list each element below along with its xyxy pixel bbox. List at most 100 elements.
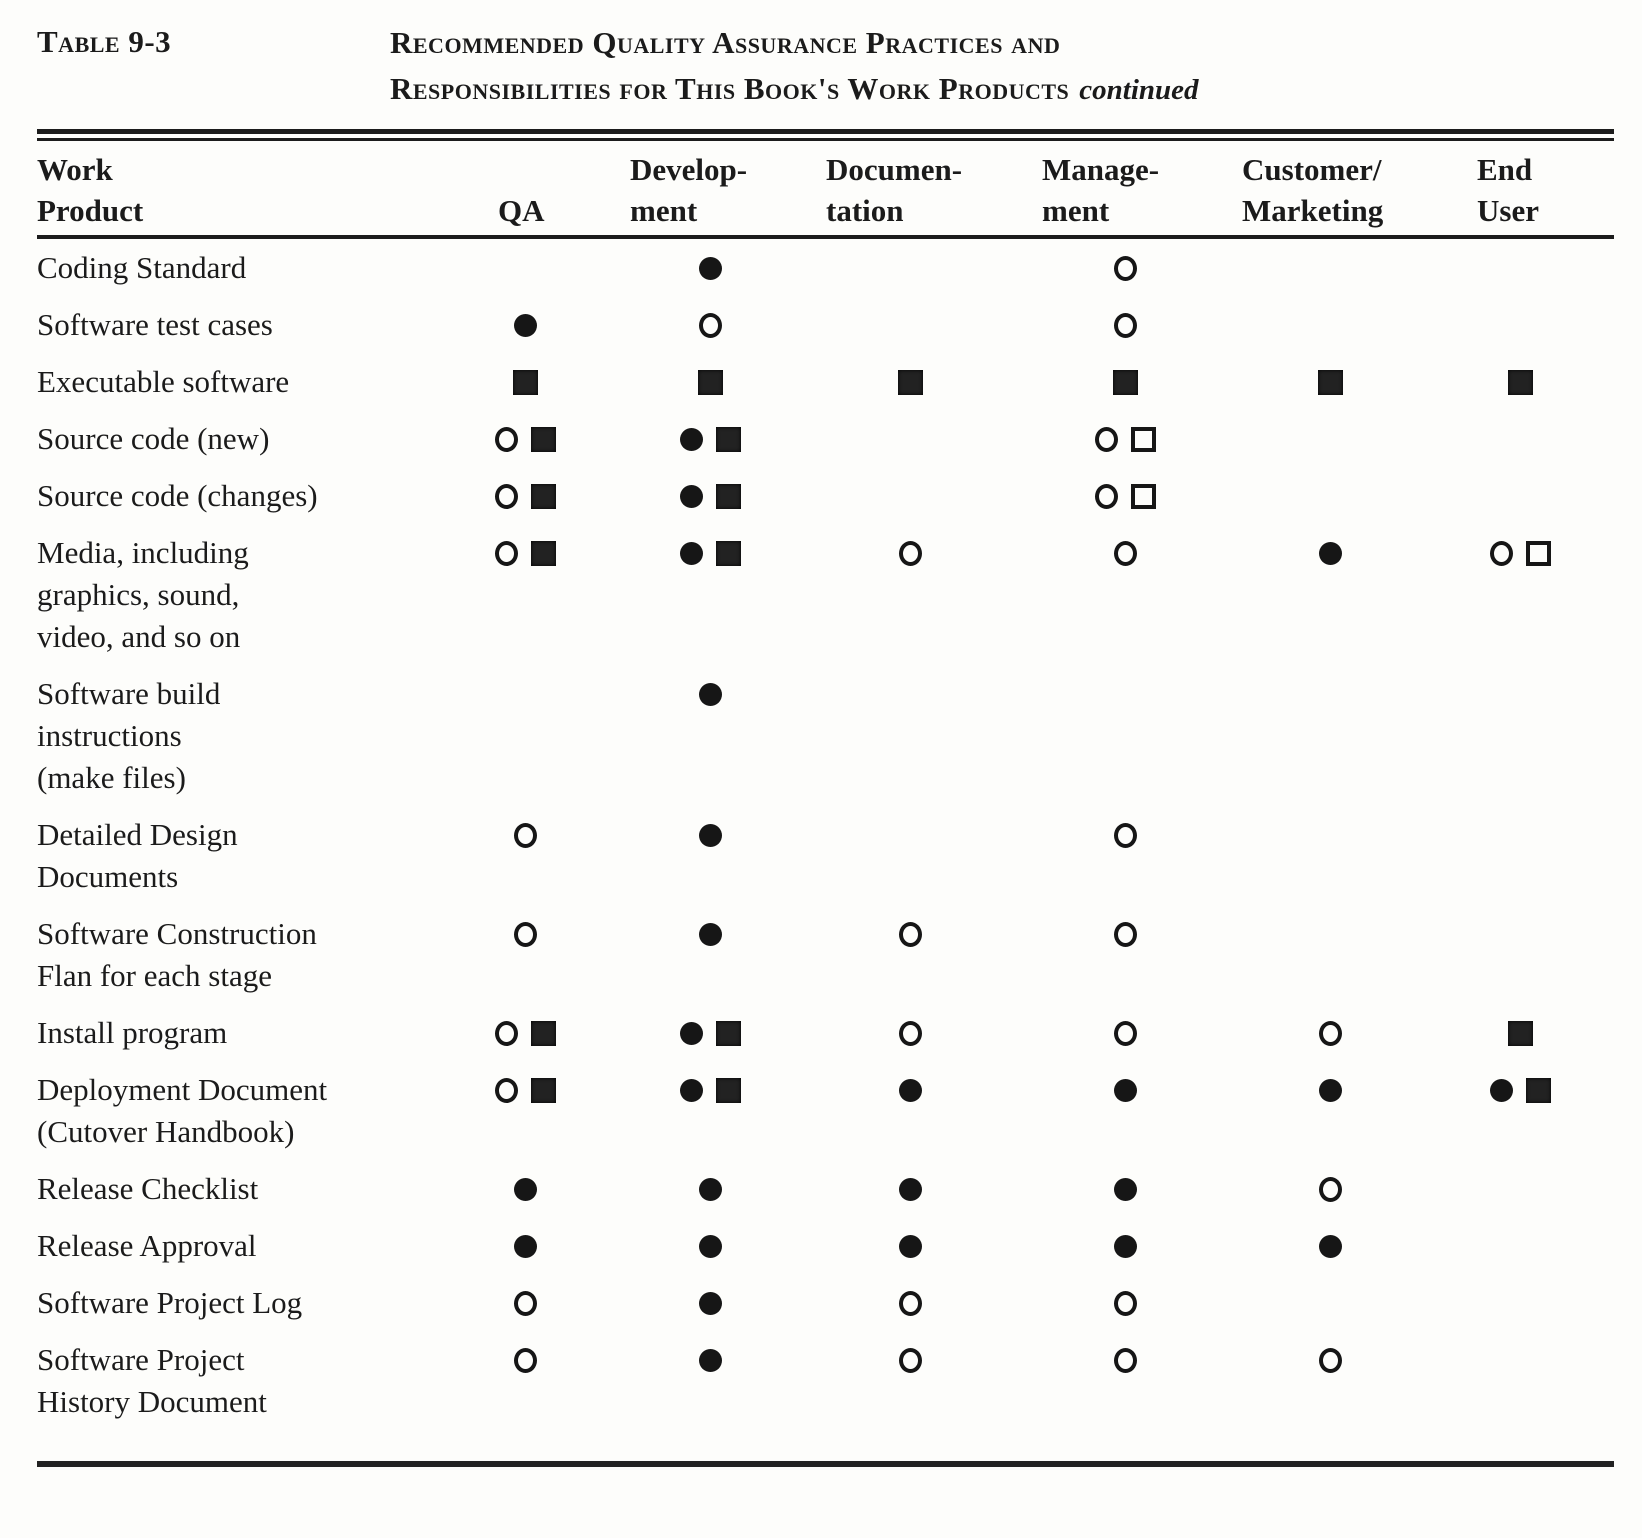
responsibility-cell [810, 418, 1010, 460]
filled-circle-symbol [679, 1078, 703, 1102]
open-circle-symbol [513, 822, 537, 848]
open-circle-symbol [494, 483, 518, 509]
column-header-documentation: Documen- tation [826, 152, 963, 228]
continued-note: continued [1079, 74, 1199, 106]
responsibility-cell [810, 361, 1010, 403]
filled-circle-symbol [1318, 1078, 1342, 1102]
open-square-symbol [1130, 483, 1156, 509]
scanned-page: Table 9-3 Recommended Quality Assurance … [0, 20, 1642, 1467]
column-header-work-product: Work Product [37, 152, 144, 228]
responsibility-cell [1240, 532, 1420, 574]
responsibility-cell [610, 247, 810, 289]
responsibility-cell [440, 1069, 610, 1111]
responsibility-cell [440, 913, 610, 955]
responsibility-cell [1240, 673, 1420, 715]
filled-square-symbol [697, 369, 723, 395]
filled-circle-symbol [898, 1177, 922, 1201]
responsibility-cell [1240, 1012, 1420, 1054]
filled-square-symbol [1507, 1020, 1533, 1046]
filled-square-symbol [715, 483, 741, 509]
responsibility-cell [810, 814, 1010, 856]
open-circle-symbol [1113, 1347, 1137, 1373]
work-product-name: Release Checklist [37, 1171, 259, 1206]
responsibility-cell [1240, 1168, 1420, 1210]
responsibility-cell [1240, 1339, 1420, 1381]
responsibility-cell [1010, 1225, 1240, 1267]
responsibility-cell [1420, 361, 1620, 403]
bottom-rule [37, 1461, 1614, 1467]
work-product-name: Source code (changes) [37, 478, 318, 513]
table-title-line1: Recommended Quality Assurance Practices … [390, 25, 1061, 60]
responsibility-cell [1240, 304, 1420, 346]
responsibility-cell [610, 475, 810, 517]
responsibility-cell [810, 247, 1010, 289]
responsibility-cell [610, 814, 810, 856]
filled-circle-symbol [1318, 1234, 1342, 1258]
responsibility-cell [1010, 475, 1240, 517]
responsibility-cell [1010, 1282, 1240, 1324]
responsibility-cell [610, 532, 810, 574]
table-row: Release Checklist [0, 1168, 1642, 1210]
responsibility-cell [1010, 532, 1240, 574]
open-circle-symbol [1113, 1020, 1137, 1046]
responsibility-cell [610, 913, 810, 955]
table-row: Install program [0, 1012, 1642, 1054]
filled-circle-symbol [1318, 541, 1342, 565]
table-title-block: Table 9-3 Recommended Quality Assurance … [0, 20, 1642, 113]
responsibility-cell [1420, 1069, 1620, 1111]
filled-square-symbol [715, 1020, 741, 1046]
filled-circle-symbol [898, 1078, 922, 1102]
column-header-development: Develop- ment [630, 152, 748, 228]
table-title-line2-text: Responsibilities for This Book's Work Pr… [390, 71, 1070, 106]
filled-circle-symbol [1113, 1234, 1137, 1258]
column-header-end-user: End User [1477, 152, 1539, 228]
open-square-symbol [1130, 426, 1156, 452]
work-product-name: Media, including graphics, sound, video,… [37, 535, 249, 654]
table-body: Coding Standard Software test cases Exec… [0, 239, 1642, 1423]
top-rule-thin [37, 138, 1614, 141]
column-header-customer-marketing: Customer/ Marketing [1242, 152, 1384, 228]
filled-square-symbol [530, 1020, 556, 1046]
open-circle-symbol [1113, 312, 1137, 338]
work-product-name: Deployment Document (Cutover Handbook) [37, 1072, 328, 1149]
responsibility-cell [1420, 532, 1620, 574]
open-circle-symbol [1113, 1290, 1137, 1316]
work-product-name: Executable software [37, 364, 290, 399]
filled-circle-symbol [679, 1021, 703, 1045]
filled-circle-symbol [698, 682, 722, 706]
filled-circle-symbol [513, 1234, 537, 1258]
filled-circle-symbol [1113, 1078, 1137, 1102]
filled-circle-symbol [698, 823, 722, 847]
work-product-name: Software build instructions (make files) [37, 676, 221, 795]
open-circle-symbol [494, 426, 518, 452]
filled-square-symbol [1317, 369, 1343, 395]
filled-square-symbol [715, 540, 741, 566]
responsibility-cell [1010, 1339, 1240, 1381]
work-product-name: Release Approval [37, 1228, 257, 1263]
open-circle-symbol [513, 921, 537, 947]
responsibility-cell [440, 1339, 610, 1381]
open-circle-symbol [1318, 1347, 1342, 1373]
table-row: Software Project Log [0, 1282, 1642, 1324]
filled-square-symbol [1525, 1077, 1551, 1103]
responsibility-cell [610, 673, 810, 715]
open-circle-symbol [898, 540, 922, 566]
open-circle-symbol [698, 312, 722, 338]
filled-circle-symbol [698, 922, 722, 946]
responsibility-cell [1420, 673, 1620, 715]
filled-circle-symbol [679, 484, 703, 508]
filled-circle-symbol [698, 256, 722, 280]
open-circle-symbol [1113, 921, 1137, 947]
responsibility-cell [440, 1225, 610, 1267]
table-number-label: Table 9-3 [37, 24, 172, 59]
responsibility-cell [1420, 1225, 1620, 1267]
table-row: Software test cases [0, 304, 1642, 346]
work-product-name: Source code (new) [37, 421, 270, 456]
open-circle-symbol [1094, 483, 1118, 509]
open-square-symbol [1525, 540, 1551, 566]
responsibility-cell [440, 1282, 610, 1324]
responsibility-cell [1420, 1339, 1620, 1381]
work-product-name: Software test cases [37, 307, 273, 342]
open-circle-symbol [898, 1020, 922, 1046]
responsibility-cell [440, 304, 610, 346]
